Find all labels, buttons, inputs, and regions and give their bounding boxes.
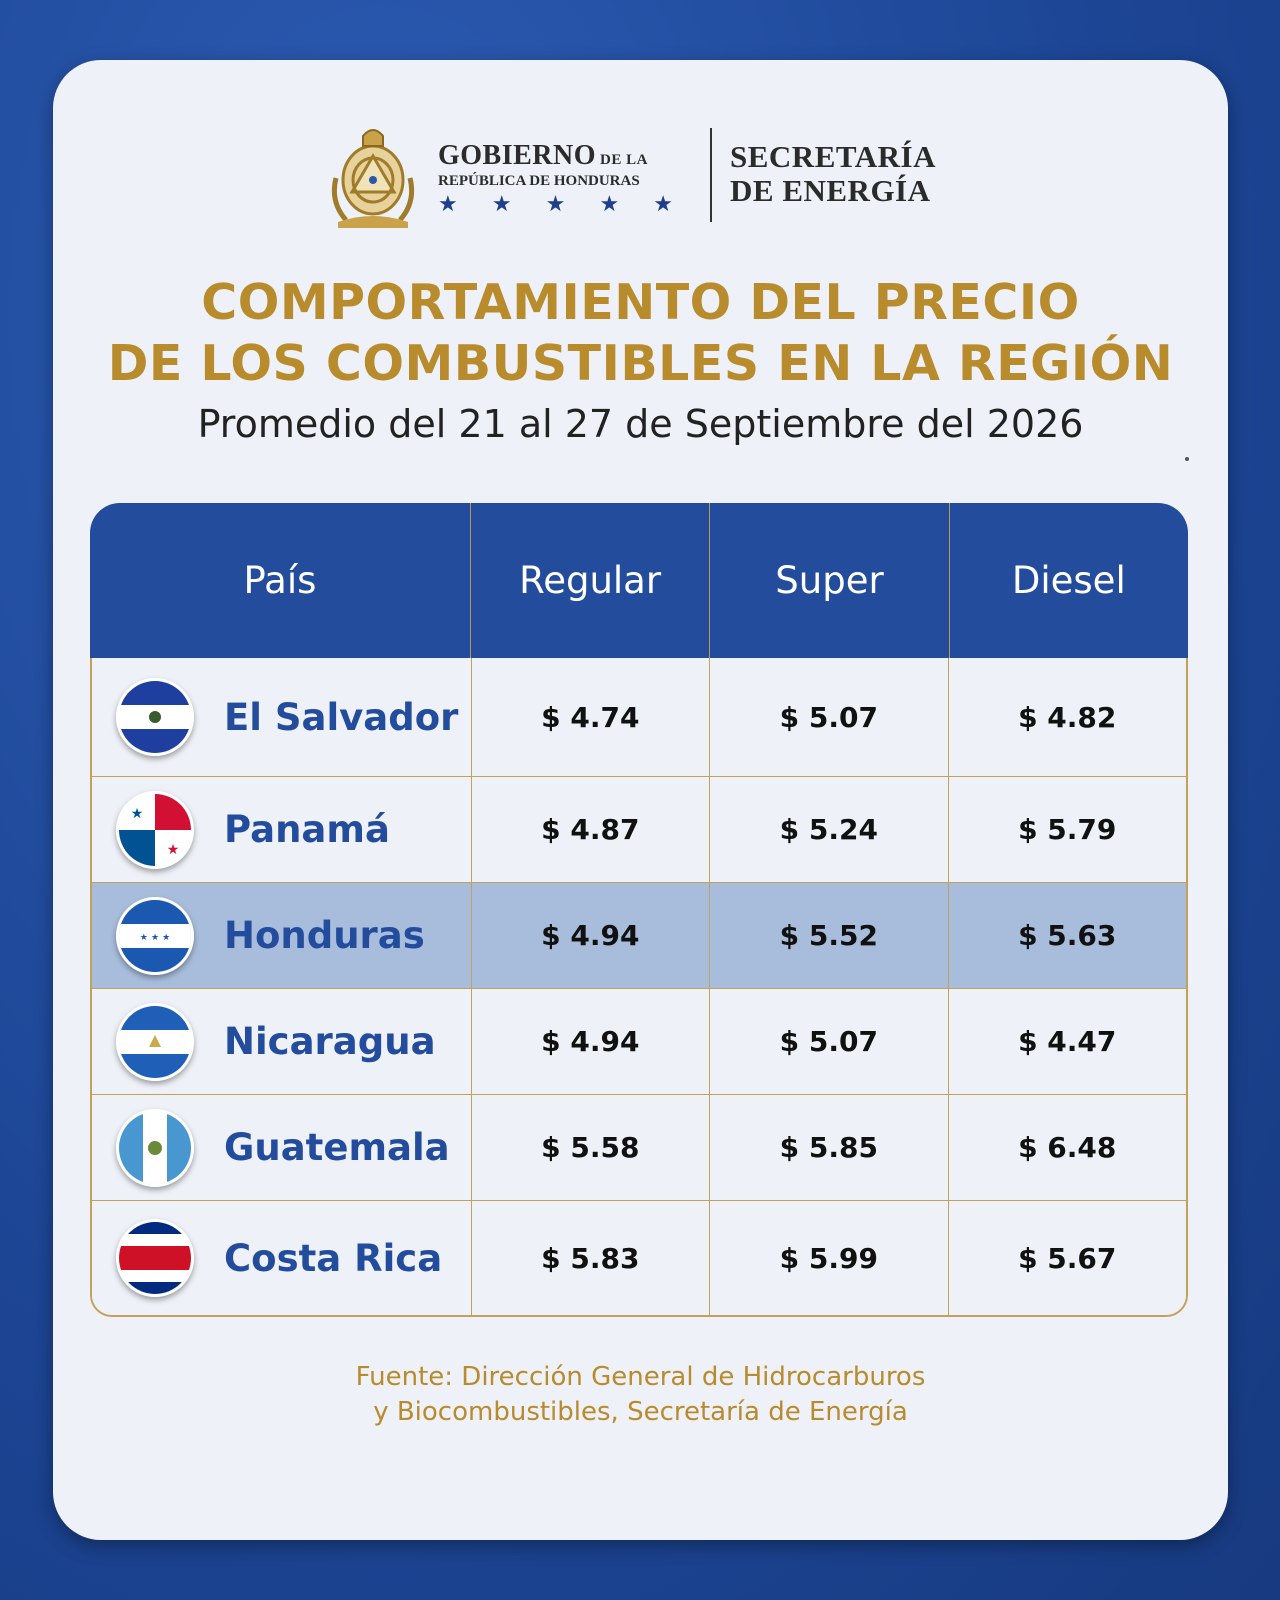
header-diesel: Diesel bbox=[948, 503, 1188, 658]
regular-price: $ 4.94 bbox=[470, 989, 709, 1094]
super-price: $ 5.07 bbox=[709, 989, 947, 1094]
header-super: Super bbox=[709, 503, 948, 658]
diesel-price: $ 5.63 bbox=[947, 883, 1186, 988]
title-line2: DE LOS COMBUSTIBLES EN LA REGIÓN bbox=[107, 335, 1174, 392]
secretaria-line2: DE ENERGÍA bbox=[730, 173, 931, 208]
decorative-dot bbox=[1185, 457, 1189, 461]
country-name: Panamá bbox=[224, 808, 390, 851]
secretaria-logo-text: SECRETARÍA DE ENERGÍA bbox=[730, 140, 936, 208]
country-cell: ★ ★ ★ Honduras bbox=[92, 883, 471, 988]
star-icon: ★ bbox=[438, 192, 458, 217]
country-name: Honduras bbox=[224, 914, 425, 957]
diesel-price: $ 6.48 bbox=[947, 1095, 1186, 1200]
table-row-highlighted: ★ ★ ★ Honduras $ 4.94 $ 5.52 $ 5.63 bbox=[92, 882, 1186, 988]
table-row: ★ ★ Panamá $ 4.87 $ 5.24 $ 5.79 bbox=[92, 776, 1186, 882]
stars-row: ★ ★ ★ ★ ★ bbox=[438, 194, 673, 216]
table-row: Nicaragua $ 4.94 $ 5.07 $ 4.47 bbox=[92, 988, 1186, 1094]
guatemala-flag-icon bbox=[116, 1108, 194, 1187]
fuel-price-table: País Regular Super Diesel El Salvador $ … bbox=[90, 503, 1188, 1317]
secretaria-line1: SECRETARÍA bbox=[730, 139, 936, 174]
gov-small-text: DE LA bbox=[600, 152, 648, 168]
star-icon: ★ bbox=[653, 192, 673, 217]
super-price: $ 5.07 bbox=[709, 658, 947, 776]
header-divider bbox=[710, 128, 712, 222]
table-row: Guatemala $ 5.58 $ 5.85 $ 6.48 bbox=[92, 1094, 1186, 1200]
diesel-price: $ 4.47 bbox=[947, 989, 1186, 1094]
diesel-price: $ 5.79 bbox=[947, 777, 1186, 882]
gov-main-text: GOBIERNO bbox=[438, 140, 597, 171]
diesel-price: $ 5.67 bbox=[947, 1201, 1186, 1315]
honduras-coat-of-arms-icon bbox=[331, 129, 415, 228]
government-logo-text: GOBIERNO DE LA REPÚBLICA DE HONDURAS ★ ★ … bbox=[438, 140, 688, 216]
svg-text:★: ★ bbox=[131, 806, 144, 822]
country-name: Nicaragua bbox=[224, 1020, 436, 1063]
svg-text:★: ★ bbox=[167, 842, 180, 858]
infographic-card: GOBIERNO DE LA REPÚBLICA DE HONDURAS ★ ★ … bbox=[53, 60, 1228, 1540]
table-row: Costa Rica $ 5.83 $ 5.99 $ 5.67 bbox=[92, 1200, 1186, 1315]
header-regular: Regular bbox=[469, 503, 709, 658]
super-price: $ 5.85 bbox=[709, 1095, 947, 1200]
svg-text:★ ★ ★: ★ ★ ★ bbox=[140, 933, 170, 943]
super-price: $ 5.52 bbox=[709, 883, 947, 988]
el-salvador-flag-icon bbox=[116, 678, 194, 756]
source-line2: y Biocombustibles, Secretaría de Energía bbox=[373, 1397, 908, 1427]
regular-price: $ 5.58 bbox=[470, 1095, 709, 1200]
table-header: País Regular Super Diesel bbox=[90, 503, 1188, 658]
super-price: $ 5.24 bbox=[709, 777, 947, 882]
country-name: El Salvador bbox=[224, 695, 459, 739]
costa-rica-flag-icon bbox=[116, 1219, 194, 1297]
country-cell: Guatemala bbox=[92, 1095, 471, 1200]
regular-price: $ 5.83 bbox=[470, 1201, 709, 1315]
table-row: El Salvador $ 4.74 $ 5.07 $ 4.82 bbox=[92, 658, 1186, 776]
diesel-price: $ 4.82 bbox=[947, 658, 1186, 776]
gov-sub-text: REPÚBLICA DE HONDURAS bbox=[438, 173, 640, 189]
country-cell: ★ ★ Panamá bbox=[92, 777, 471, 882]
honduras-flag-icon: ★ ★ ★ bbox=[116, 896, 194, 975]
regular-price: $ 4.87 bbox=[470, 777, 709, 882]
source-note: Fuente: Dirección General de Hidrocarbur… bbox=[53, 1360, 1228, 1430]
regular-price: $ 4.94 bbox=[470, 883, 709, 988]
page-subtitle: Promedio del 21 al 27 de Septiembre del … bbox=[197, 402, 1084, 446]
country-cell: Costa Rica bbox=[92, 1201, 471, 1315]
super-price: $ 5.99 bbox=[709, 1201, 947, 1315]
country-name: Guatemala bbox=[224, 1126, 450, 1169]
panama-flag-icon: ★ ★ bbox=[116, 790, 194, 869]
regular-price: $ 4.74 bbox=[470, 658, 709, 776]
country-cell: Nicaragua bbox=[92, 989, 471, 1094]
table-body: El Salvador $ 4.74 $ 5.07 $ 4.82 ★ bbox=[90, 658, 1188, 1317]
title-line1: COMPORTAMIENTO DEL PRECIO bbox=[201, 274, 1080, 331]
header-country: País bbox=[243, 559, 317, 602]
country-cell: El Salvador bbox=[92, 658, 471, 776]
star-icon: ★ bbox=[599, 192, 620, 217]
star-icon: ★ bbox=[545, 192, 566, 217]
source-line1: Fuente: Dirección General de Hidrocarbur… bbox=[355, 1362, 926, 1392]
star-icon: ★ bbox=[491, 192, 512, 217]
country-name: Costa Rica bbox=[224, 1236, 443, 1280]
page-title: COMPORTAMIENTO DEL PRECIO DE LOS COMBUST… bbox=[53, 272, 1228, 394]
header: GOBIERNO DE LA REPÚBLICA DE HONDURAS ★ ★ … bbox=[53, 122, 1228, 232]
nicaragua-flag-icon bbox=[116, 1002, 194, 1081]
